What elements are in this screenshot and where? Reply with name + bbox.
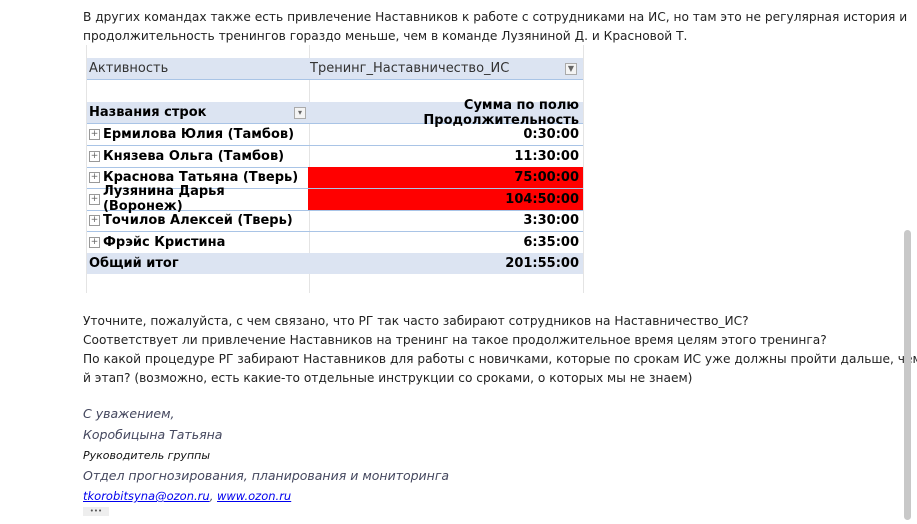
table-row: + Князева Ольга (Тамбов) 11:30:00 bbox=[87, 146, 583, 168]
filter-value: Тренинг_Наставничество_ИС bbox=[310, 61, 510, 76]
total-value: 201:55:00 bbox=[505, 256, 579, 271]
row-value: 104:50:00 bbox=[308, 188, 583, 210]
filter-row: Активность Тренинг_Наставничество_ИС ▼ bbox=[87, 58, 583, 80]
filter-icon[interactable]: ▼ bbox=[565, 62, 577, 75]
plus-box-icon[interactable]: + bbox=[89, 193, 100, 205]
row-name: Точилов Алексей (Тверь) bbox=[103, 213, 293, 228]
website-link[interactable]: www.ozon.ru bbox=[217, 489, 292, 503]
signature-department: Отдел прогнозирования, планирования и мо… bbox=[83, 468, 450, 483]
separator: , bbox=[209, 489, 214, 503]
row-value: 6:35:00 bbox=[523, 234, 579, 250]
plus-box-icon[interactable]: + bbox=[89, 129, 100, 140]
table-row: + Ермилова Юлия (Тамбов) 0:30:00 bbox=[87, 124, 583, 146]
question-line: й этап? (возможно, есть какие-то отдельн… bbox=[83, 371, 693, 385]
table-row: + Точилов Алексей (Тверь) 3:30:00 bbox=[87, 210, 583, 232]
scrollbar[interactable] bbox=[904, 230, 911, 520]
row-value: 3:30:00 bbox=[523, 213, 579, 228]
row-name: Краснова Татьяна (Тверь) bbox=[103, 170, 299, 185]
plus-box-icon[interactable]: + bbox=[89, 236, 100, 248]
intro-line: продолжительность тренингов гораздо мень… bbox=[83, 29, 688, 43]
table-row: + Лузянина Дарья (Воронеж) 104:50:00 bbox=[87, 184, 583, 214]
table-row: + Краснова Татьяна (Тверь) 75:00:00 bbox=[87, 167, 583, 189]
email-link[interactable]: tkorobitsyna@ozon.ru bbox=[83, 489, 210, 503]
row-name: Ермилова Юлия (Тамбов) bbox=[103, 127, 295, 142]
header-row: Названия строк ▾ Сумма по полю Продолжите… bbox=[87, 97, 583, 128]
plus-box-icon[interactable]: + bbox=[89, 172, 100, 183]
signature-name: Коробицына Татьяна bbox=[83, 427, 223, 442]
row-name: Лузянина Дарья (Воронеж) bbox=[102, 184, 225, 214]
value-header: Сумма по полю Продолжительность bbox=[423, 97, 579, 128]
row-header: Названия строк bbox=[89, 105, 207, 120]
plus-box-icon[interactable]: + bbox=[89, 215, 100, 226]
question-line: Уточните, пожалуйста, с чем связано, что… bbox=[83, 314, 749, 328]
total-label: Общий итог bbox=[89, 256, 179, 271]
total-row: Общий итог 201:55:00 bbox=[87, 253, 583, 274]
row-value: 11:30:00 bbox=[514, 148, 579, 164]
dropdown-icon[interactable]: ▾ bbox=[294, 106, 306, 119]
signature-greeting: С уважением, bbox=[83, 406, 175, 421]
plus-box-icon[interactable]: + bbox=[89, 150, 100, 162]
question-line: По какой процедуре РГ забирают Наставник… bbox=[83, 352, 917, 366]
row-value: 75:00:00 bbox=[308, 167, 583, 188]
signature-position: Руководитель группы bbox=[83, 449, 211, 462]
row-value: 0:30:00 bbox=[523, 127, 579, 142]
row-name: Фрэйс Кристина bbox=[103, 234, 226, 250]
intro-line: В других командах также есть привлечение… bbox=[83, 10, 908, 24]
row-name: Князева Ольга (Тамбов) bbox=[103, 148, 285, 164]
question-line: Соответствует ли привлечение Наставников… bbox=[83, 333, 827, 347]
filter-label: Активность bbox=[89, 61, 169, 76]
table-row: + Фрэйс Кристина 6:35:00 bbox=[87, 232, 583, 254]
show-more-button[interactable]: ••• bbox=[83, 507, 109, 516]
pivot-table-image: Активность Тренинг_Наставничество_ИС ▼ На… bbox=[83, 45, 653, 293]
